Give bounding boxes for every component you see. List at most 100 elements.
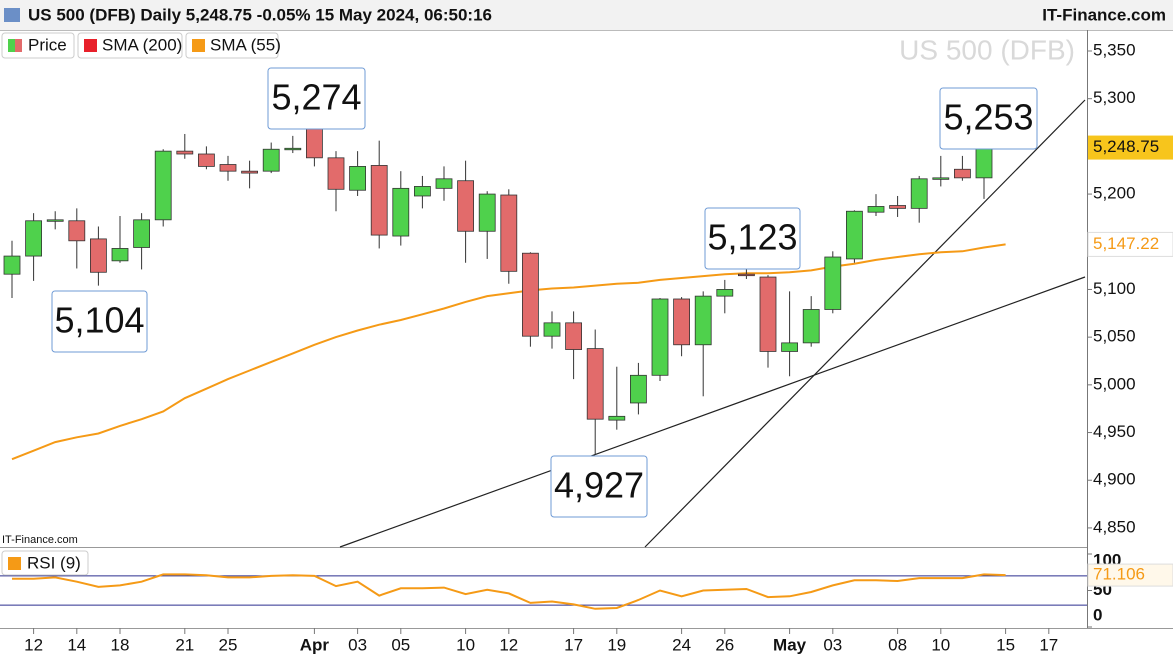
candle-body — [392, 187, 410, 237]
legend-box — [1, 550, 89, 576]
candle-body — [370, 165, 388, 236]
candle-body — [435, 178, 453, 189]
trend-line — [339, 276, 1086, 548]
x-tick-label: 19 — [607, 635, 626, 654]
legend-box — [185, 32, 279, 59]
y-tick-label: 5,100 — [1093, 279, 1136, 298]
x-tick-label: 03 — [348, 635, 367, 654]
rsi-line — [12, 573, 1006, 610]
header-bar — [0, 0, 1173, 30]
candle-body — [910, 178, 928, 209]
candle-body — [197, 153, 215, 167]
annotation-box — [267, 67, 366, 130]
candle-body — [889, 205, 906, 209]
x-tick-label: 21 — [175, 635, 194, 654]
candle-body — [327, 157, 345, 190]
x-tick-label: 10 — [456, 635, 475, 654]
x-tick-label: May — [773, 635, 807, 654]
x-tick-label: Apr — [300, 635, 330, 654]
x-tick-label: 25 — [219, 635, 238, 654]
y-tick-label: 5,000 — [1093, 374, 1136, 393]
x-tick-label: 17 — [1039, 635, 1058, 654]
candle-body — [716, 289, 734, 297]
annotation-label: 5,253 — [943, 97, 1033, 138]
candle-body — [305, 124, 323, 159]
x-tick-label: 12 — [24, 635, 43, 654]
annotation-label: 5,274 — [271, 77, 361, 118]
legend-swatch — [8, 39, 15, 52]
candle-body — [846, 210, 863, 260]
candle-body — [219, 164, 237, 172]
candle-body — [68, 220, 86, 242]
candle-body — [565, 322, 582, 350]
x-tick-label: 03 — [823, 635, 842, 654]
candle-body — [522, 252, 539, 337]
x-tick-label: 18 — [111, 635, 130, 654]
trend-line — [644, 99, 1086, 548]
y-tick-label: 4,950 — [1093, 422, 1136, 441]
candle-body — [478, 193, 496, 232]
candle-body — [3, 255, 21, 275]
candle-body — [694, 295, 712, 346]
x-tick-label: 10 — [931, 635, 950, 654]
candle-body — [413, 186, 431, 197]
candle-body — [176, 150, 194, 155]
x-tick-label: 15 — [996, 635, 1015, 654]
y-tick-label: 5,300 — [1093, 88, 1136, 107]
candle-body — [111, 248, 129, 262]
candle-body — [802, 309, 820, 344]
candle-body — [154, 150, 172, 221]
x-tick-label: 08 — [888, 635, 907, 654]
x-tick-label: 24 — [672, 635, 691, 654]
candle-body — [651, 298, 669, 376]
y-tick-label: 4,900 — [1093, 470, 1136, 489]
legend-swatch — [8, 557, 21, 570]
x-tick-label: 12 — [499, 635, 518, 654]
candle-body — [759, 276, 777, 352]
candle-body — [284, 147, 302, 151]
legend-label: Price — [28, 35, 67, 54]
annotation-label: 5,104 — [54, 300, 144, 341]
candle-body — [500, 194, 518, 272]
legend-swatch — [84, 39, 97, 52]
legend: Price — [1, 32, 75, 59]
candle-body — [738, 273, 755, 277]
candle-body — [781, 342, 798, 352]
annotation-box — [550, 455, 648, 518]
annotation-box — [51, 290, 148, 353]
last-price-box — [1088, 135, 1173, 160]
x-tick-label: 05 — [391, 635, 410, 654]
candle-body — [975, 145, 993, 179]
legend-box — [77, 32, 183, 59]
candle-body — [262, 148, 280, 172]
sma-last-box — [1087, 231, 1173, 257]
legend-label: RSI (9) — [27, 553, 81, 572]
candle-body — [824, 256, 842, 310]
y-tick-label: 5,200 — [1093, 184, 1136, 203]
watermark: US 500 (DFB) — [899, 34, 1075, 65]
annotation-label: 5,123 — [707, 217, 797, 258]
annotation-label: 4,927 — [554, 465, 644, 506]
legend-swatch — [192, 39, 205, 52]
candle-body — [25, 220, 43, 257]
last-price-label: 5,248.75 — [1093, 137, 1159, 156]
candle-body — [133, 219, 151, 248]
x-tick-label: 14 — [67, 635, 86, 654]
logo — [4, 8, 20, 22]
candle-body — [457, 180, 475, 232]
y-tick-label: 4,850 — [1093, 517, 1136, 536]
candle-body — [954, 168, 971, 179]
legend-label: SMA (55) — [210, 35, 281, 54]
x-tick-label: 17 — [564, 635, 583, 654]
rsi-last-box — [1087, 563, 1173, 587]
annotation-box — [939, 87, 1038, 150]
candle-body — [241, 170, 259, 174]
candle-body — [867, 206, 885, 213]
candle-body — [932, 177, 950, 180]
candle-body — [46, 219, 64, 222]
rsi-last-label: 71.106 — [1093, 565, 1145, 584]
sma-last-label: 5,147.22 — [1093, 234, 1159, 253]
candle-body — [673, 298, 690, 346]
credit: IT-Finance.com — [2, 534, 78, 546]
